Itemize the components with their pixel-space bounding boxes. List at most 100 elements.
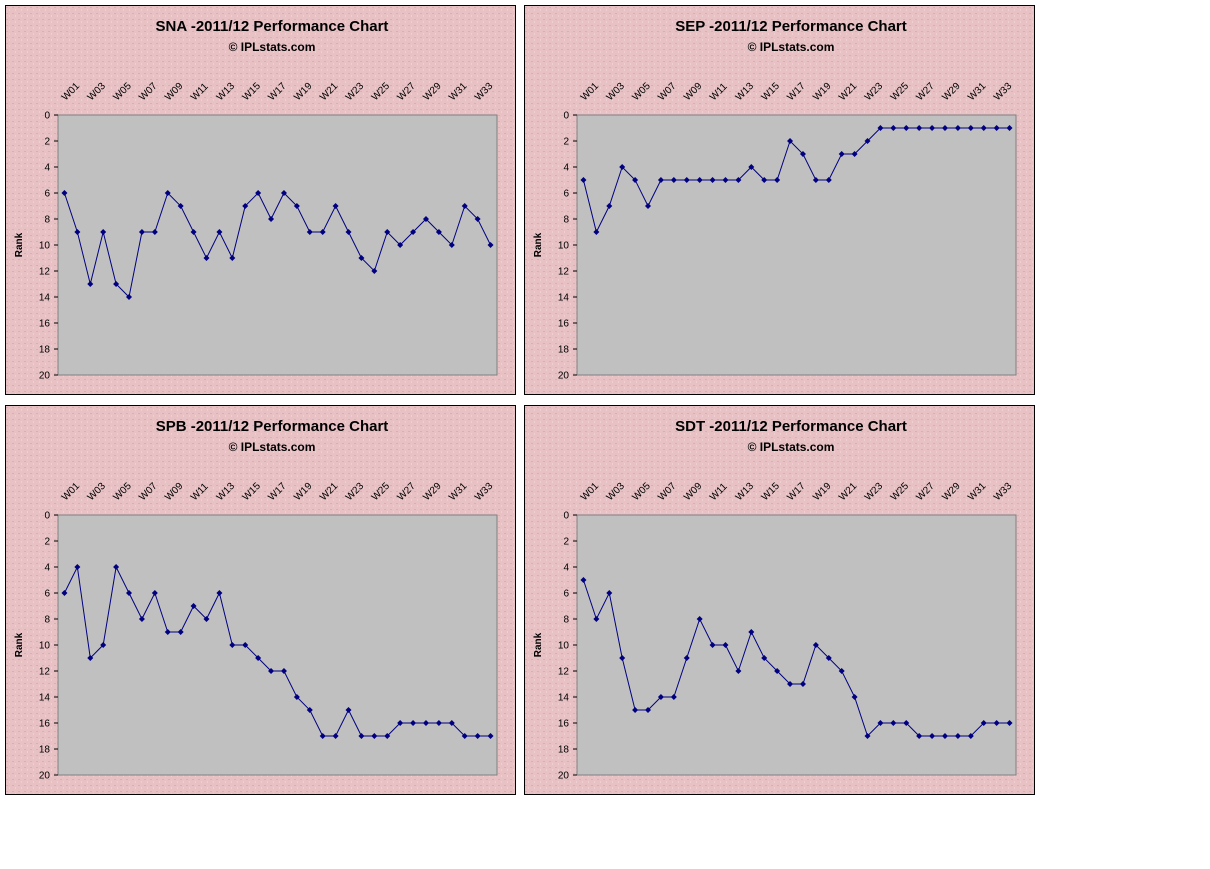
data-point — [397, 720, 404, 726]
data-point — [474, 216, 481, 222]
data-point — [268, 216, 275, 222]
data-point — [61, 590, 68, 596]
chart-subtitle: © IPLstats.com — [748, 40, 835, 54]
data-point — [255, 190, 262, 196]
data-point — [916, 733, 923, 739]
data-point — [838, 668, 845, 674]
data-point — [864, 733, 871, 739]
series-line — [582, 127, 1010, 234]
data-point — [410, 229, 417, 235]
plot-area — [57, 514, 498, 776]
y-tick-label: 10 — [558, 241, 570, 252]
data-point — [735, 177, 742, 183]
y-tick-label: 8 — [563, 215, 569, 226]
y-tick-label: 12 — [558, 667, 570, 678]
data-point — [645, 203, 652, 209]
y-tick-label: 18 — [39, 345, 51, 356]
series-line — [582, 579, 1010, 737]
data-point — [242, 642, 249, 648]
y-tick-label: 0 — [44, 511, 50, 522]
y-tick-label: 16 — [558, 319, 570, 330]
data-point — [593, 616, 600, 622]
data-point — [890, 125, 897, 131]
data-point — [422, 216, 429, 222]
data-point — [657, 694, 664, 700]
data-point — [967, 125, 974, 131]
data-point — [812, 177, 819, 183]
data-point — [138, 229, 145, 235]
data-point — [306, 707, 313, 713]
data-point — [774, 668, 781, 674]
data-point — [293, 203, 300, 209]
data-point — [190, 603, 197, 609]
data-point — [126, 590, 133, 596]
data-point — [74, 564, 81, 570]
data-point — [877, 720, 884, 726]
y-tick-label: 4 — [563, 163, 569, 174]
y-tick-label: 14 — [39, 293, 51, 304]
data-point — [632, 707, 639, 713]
data-point — [993, 125, 1000, 131]
plot-area — [57, 114, 498, 376]
y-tick-label: 6 — [563, 189, 569, 200]
data-point — [748, 164, 755, 170]
data-point — [670, 177, 677, 183]
data-point — [903, 125, 910, 131]
data-point — [761, 177, 768, 183]
y-tick-label: 4 — [563, 563, 569, 574]
y-tick-label: 20 — [558, 771, 570, 782]
series-line — [63, 192, 491, 299]
y-tick-label: 6 — [44, 189, 50, 200]
y-axis-label: Rank — [14, 232, 25, 257]
data-point — [422, 720, 429, 726]
data-point — [696, 177, 703, 183]
chart-panel: SNA -2011/12 Performance Chart © IPLstats… — [5, 5, 516, 395]
y-tick-label: 20 — [39, 371, 51, 382]
data-point — [709, 642, 716, 648]
chart-title: SPB -2011/12 Performance Chart — [156, 418, 389, 435]
data-point — [903, 720, 910, 726]
chart-subtitle: © IPLstats.com — [229, 440, 316, 454]
data-point — [100, 229, 107, 235]
chart-panel: SDT -2011/12 Performance Chart © IPLstats… — [524, 405, 1035, 795]
data-point — [683, 655, 690, 661]
data-point — [190, 229, 197, 235]
data-point — [216, 590, 223, 596]
data-point — [100, 642, 107, 648]
data-point — [203, 616, 210, 622]
data-point — [177, 629, 184, 635]
data-point — [164, 629, 171, 635]
data-point — [268, 668, 275, 674]
y-axis-label: Rank — [533, 232, 544, 257]
data-point — [448, 242, 455, 248]
y-tick-label: 6 — [563, 589, 569, 600]
y-tick-label: 18 — [558, 345, 570, 356]
data-point — [113, 564, 120, 570]
data-point — [319, 733, 326, 739]
data-point — [606, 590, 613, 596]
data-point — [890, 720, 897, 726]
data-point — [164, 190, 171, 196]
y-tick-label: 2 — [563, 137, 569, 148]
y-tick-label: 2 — [44, 137, 50, 148]
data-point — [619, 164, 626, 170]
data-point — [606, 203, 613, 209]
plot-area — [576, 114, 1017, 376]
chart-title: SNA -2011/12 Performance Chart — [156, 18, 389, 35]
data-point — [916, 125, 923, 131]
data-point — [242, 203, 249, 209]
data-point — [487, 733, 494, 739]
data-point — [787, 681, 794, 687]
data-point — [825, 177, 832, 183]
data-point — [435, 229, 442, 235]
data-point — [877, 125, 884, 131]
data-point — [941, 125, 948, 131]
data-point — [87, 655, 94, 661]
chart-subtitle: © IPLstats.com — [229, 40, 316, 54]
data-point — [580, 177, 587, 183]
data-point — [619, 655, 626, 661]
data-point — [670, 694, 677, 700]
data-point — [657, 177, 664, 183]
data-point — [332, 203, 339, 209]
